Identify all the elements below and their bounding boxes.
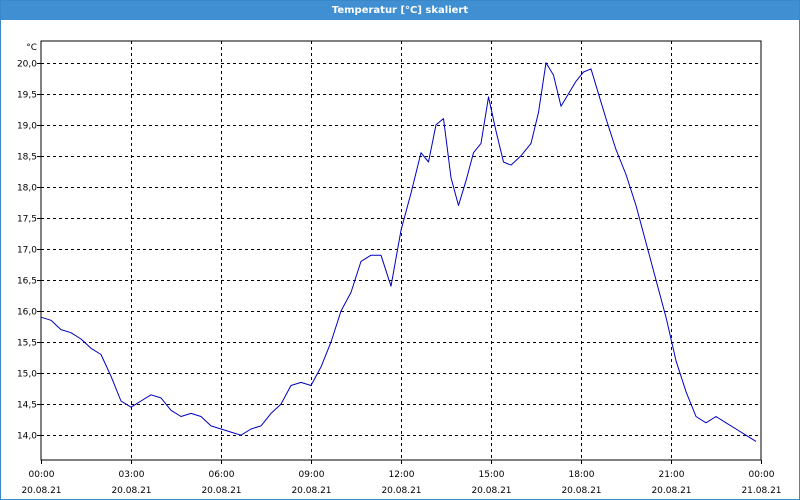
x-tick-time-label: 09:00: [299, 470, 325, 480]
y-tick-label: 17,5: [17, 215, 37, 225]
x-tick-time-label: 15:00: [479, 470, 505, 480]
x-tick-date-label: 20.08.21: [111, 486, 151, 496]
y-axis-label: °C: [26, 43, 37, 53]
x-tick-date-label: 20.08.21: [561, 486, 601, 496]
y-tick-label: 16,0: [17, 308, 37, 318]
y-tick-label: 18,0: [17, 184, 37, 194]
y-tick-label: 17,0: [17, 246, 37, 256]
x-tick-time-label: 18:00: [569, 470, 595, 480]
x-tick-date-label: 20.08.21: [291, 486, 331, 496]
y-tick-label: 18,5: [17, 153, 37, 163]
window-title: Temperatur [°C] skaliert: [1, 1, 799, 20]
x-tick-date-label: 20.08.21: [651, 486, 691, 496]
y-tick-label: 14,5: [17, 401, 37, 411]
x-tick-time-label: 00:00: [749, 470, 775, 480]
x-tick-date-label: 20.08.21: [471, 486, 511, 496]
x-tick-time-label: 06:00: [209, 470, 235, 480]
y-tick-label: 20,0: [17, 60, 37, 70]
y-tick-label: 19,0: [17, 122, 37, 132]
y-tick-label: 15,5: [17, 339, 37, 349]
y-tick-label: 14,0: [17, 432, 37, 442]
x-tick-time-label: 12:00: [389, 470, 415, 480]
x-tick-date-label: 20.08.21: [201, 486, 241, 496]
x-tick-time-label: 03:00: [119, 470, 145, 480]
x-tick-date-label: 21.08.21: [741, 486, 781, 496]
x-tick-time-label: 21:00: [659, 470, 685, 480]
x-tick-date-label: 20.08.21: [21, 486, 61, 496]
x-tick-time-label: 00:00: [29, 470, 55, 480]
y-tick-label: 15,0: [17, 370, 37, 380]
x-tick-date-label: 20.08.21: [381, 486, 421, 496]
temperature-series-line: [40, 62, 757, 442]
y-tick-label: 16,5: [17, 277, 37, 287]
y-tick-label: 19,5: [17, 91, 37, 101]
